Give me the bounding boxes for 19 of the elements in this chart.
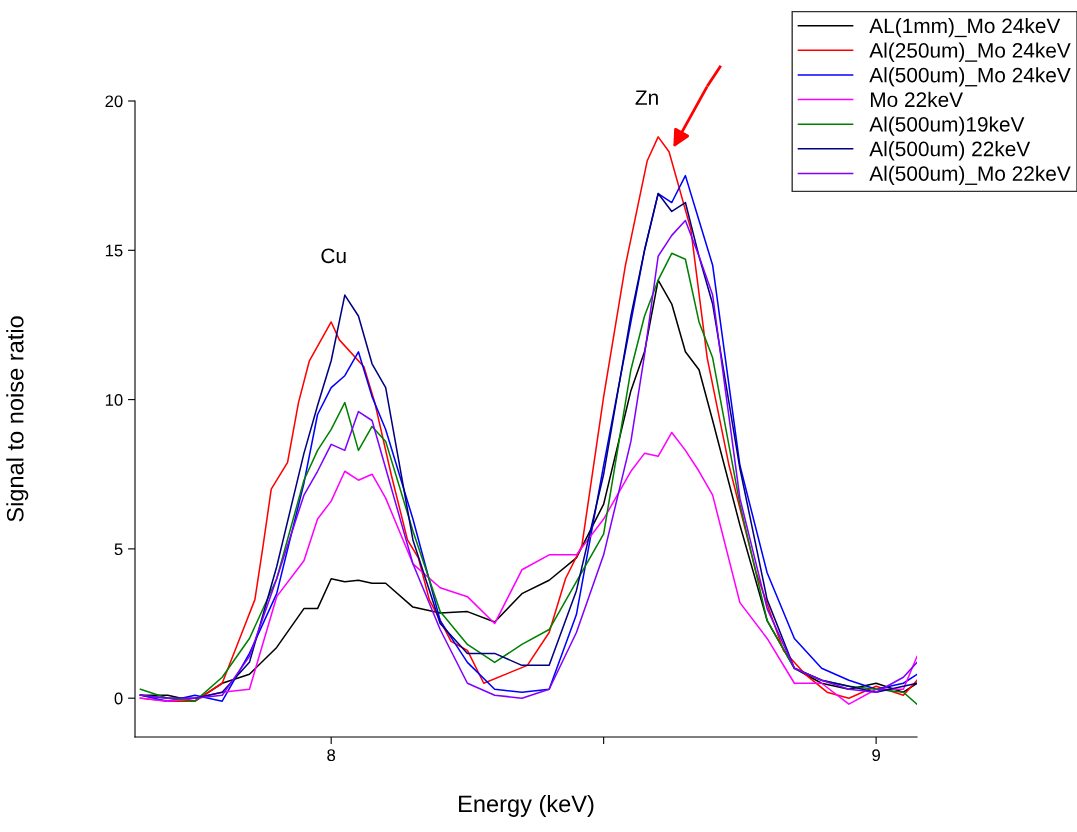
annotation: Zn	[635, 90, 658, 105]
legend-label: Al(250um)_Mo 24keV	[869, 42, 1071, 62]
y-tick-label: 20	[105, 95, 123, 108]
x-axis-title: Energy (keV)	[459, 794, 594, 817]
line-series	[139, 431, 917, 705]
y-tick-label: 10	[105, 393, 123, 406]
legend-label: AL(1mm)_Mo 24keV	[869, 17, 1061, 38]
legend-label: Al(500um) 22keV	[869, 141, 1031, 161]
y-tick-label: 5	[114, 543, 123, 556]
x-tick-label: 9	[872, 749, 880, 762]
legend-label: Al(500um)_Mo 24keV	[869, 67, 1071, 87]
x-tick-label: 8	[327, 749, 336, 762]
y-axis-title: Signal to noise ratio	[6, 316, 29, 522]
legend-label: Al(500um)_Mo 22keV	[869, 165, 1071, 186]
annotation: Cu	[321, 248, 346, 264]
y-tick-label: 0	[114, 692, 123, 705]
legend-label: Mo 22keV	[870, 91, 963, 108]
y-tick-label: 15	[105, 244, 123, 257]
legend-label: Al(500um)19keV	[869, 116, 1025, 136]
